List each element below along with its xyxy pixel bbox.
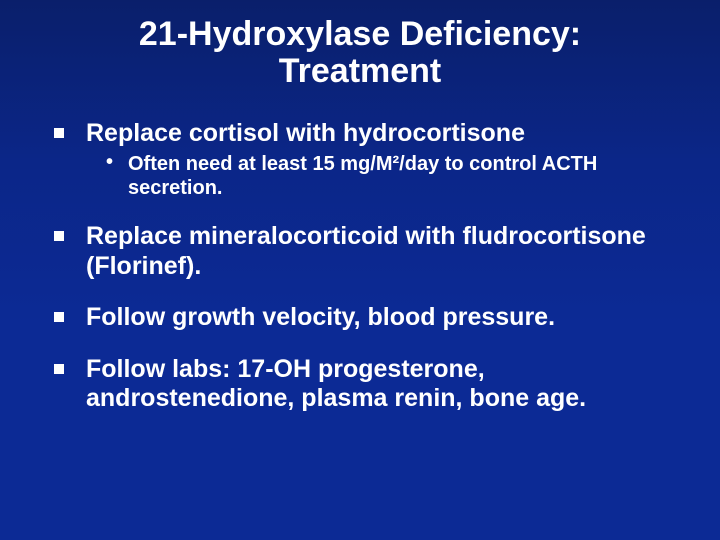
sub-bullet-item: Often need at least 15 mg/M²/day to cont…	[106, 152, 680, 200]
bullet-text: Follow labs: 17-OH progesterone, androst…	[86, 355, 586, 413]
bullet-text: Follow growth velocity, blood pressure.	[86, 303, 555, 331]
title-line-2: Treatment	[279, 52, 442, 90]
sub-bullet-text: Often need at least 15 mg/M²/day to cont…	[128, 153, 597, 199]
bullet-item: Follow labs: 17-OH progesterone, androst…	[54, 355, 680, 414]
slide-title: 21-Hydroxylase Deficiency: Treatment	[40, 16, 680, 91]
bullet-list: Replace cortisol with hydrocortisone Oft…	[40, 119, 680, 414]
bullet-item: Follow growth velocity, blood pressure.	[54, 303, 680, 333]
bullet-item: Replace cortisol with hydrocortisone Oft…	[54, 119, 680, 201]
sub-bullet-list: Often need at least 15 mg/M²/day to cont…	[86, 152, 680, 200]
title-line-1: 21-Hydroxylase Deficiency:	[139, 15, 581, 53]
bullet-text: Replace mineralocorticoid with fludrocor…	[86, 222, 646, 280]
slide: 21-Hydroxylase Deficiency: Treatment Rep…	[0, 0, 720, 540]
bullet-text: Replace cortisol with hydrocortisone	[86, 119, 525, 147]
bullet-item: Replace mineralocorticoid with fludrocor…	[54, 222, 680, 281]
